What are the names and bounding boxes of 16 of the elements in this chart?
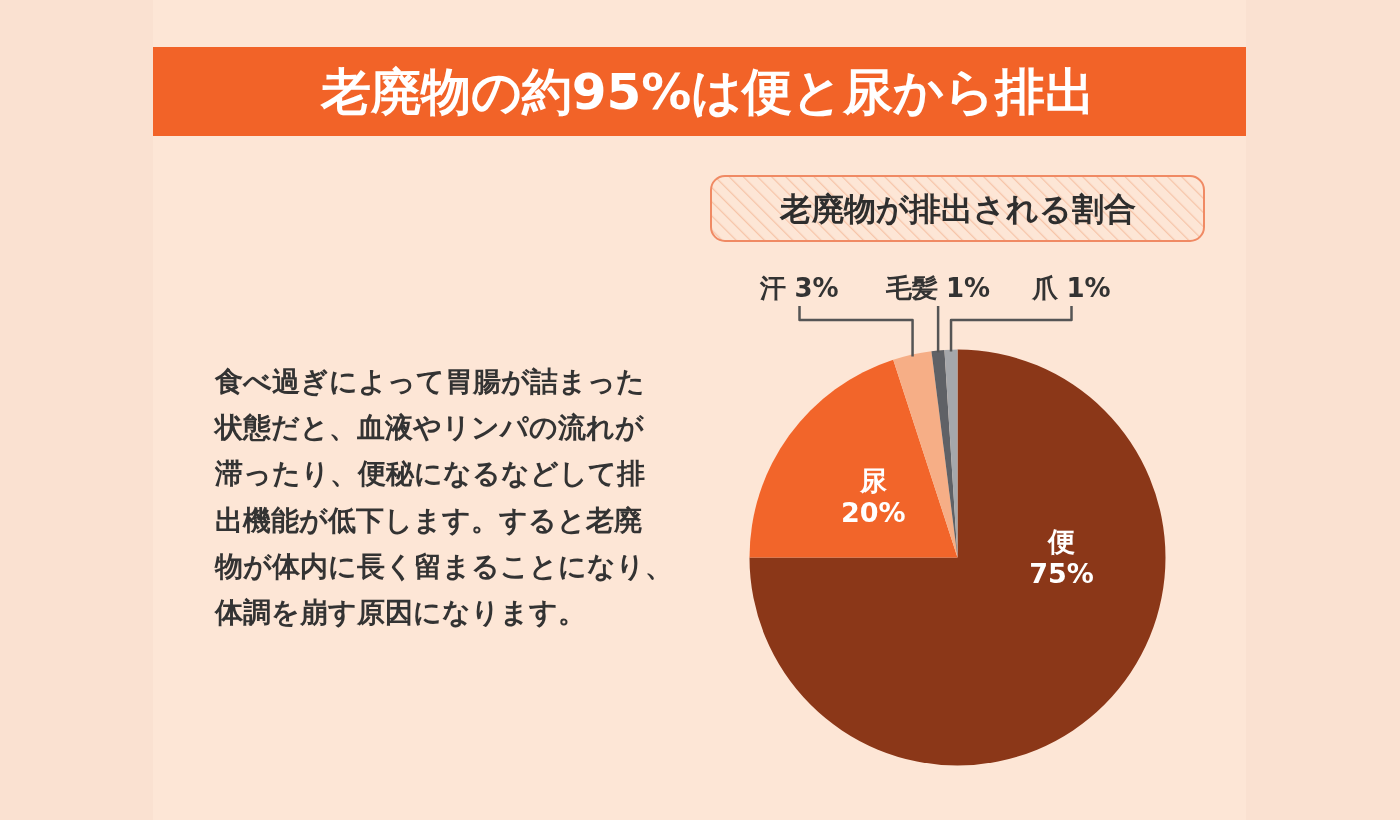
chart-subtitle: 老廃物が排出される割合 xyxy=(778,190,1136,228)
slice-label: 爪 xyxy=(1031,273,1060,303)
data-label: 1% xyxy=(946,273,991,303)
data-label: 3% xyxy=(794,273,839,303)
data-label: 20% xyxy=(841,496,906,528)
slice-label: 汗 xyxy=(759,273,787,303)
slice-label: 尿 xyxy=(858,464,887,496)
text: 食べ過ぎによって胃腸が詰まった状態だと、血液やリンパの流れが滞ったり、便秘になるなどして排出機能が低下します。すると老廃物が体内に長く留まることになり、体調を崩す原因になります。 xyxy=(213,365,673,628)
pie-slice xyxy=(749,359,958,558)
data-label: 75% xyxy=(1029,558,1094,589)
data-label: 1% xyxy=(1066,273,1111,303)
slice-label: 便 xyxy=(1047,526,1075,557)
pie-slice xyxy=(749,349,1166,766)
pie-slice xyxy=(944,349,958,558)
slice-label: 毛髪 xyxy=(885,273,939,303)
chart-title: 老廃物の約95%は便と尿から排出 xyxy=(319,63,1096,121)
